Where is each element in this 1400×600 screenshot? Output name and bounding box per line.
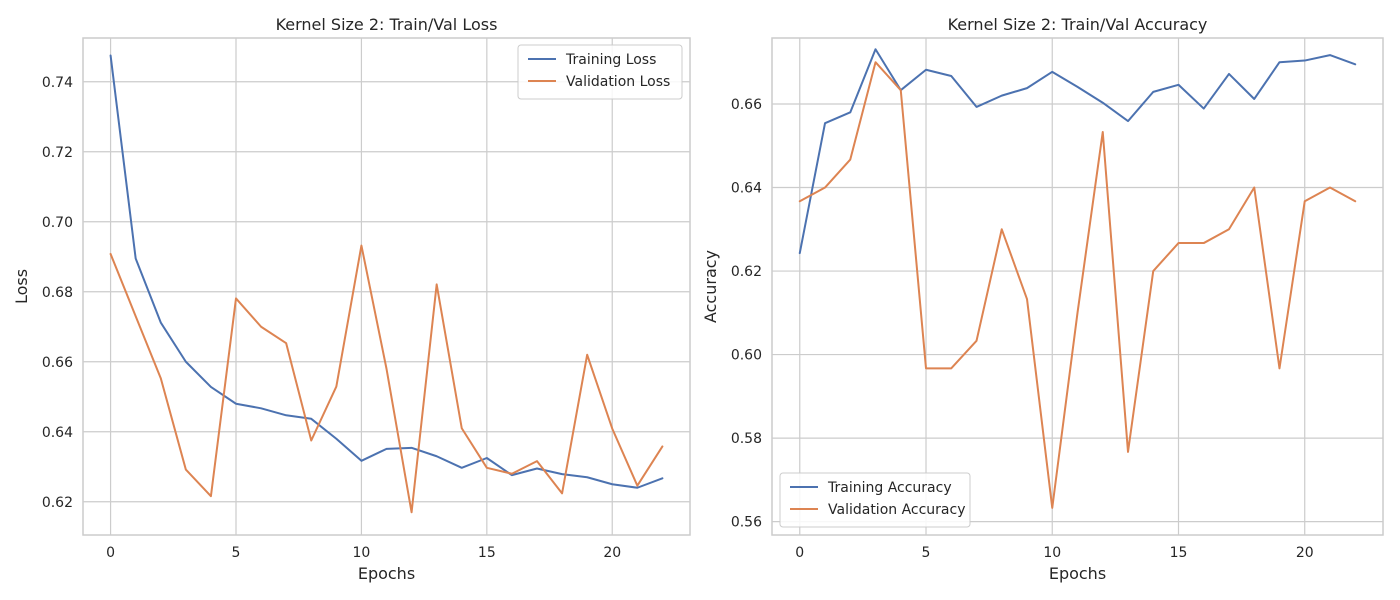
loss-y-tick-label: 0.72 — [42, 145, 73, 161]
loss-y-tick-label: 0.68 — [42, 285, 73, 301]
accuracy-legend-box — [779, 472, 971, 528]
loss-y-tick-label: 0.74 — [42, 75, 73, 91]
loss-x-tick-label: 0 — [106, 545, 115, 561]
loss-series-line-validation — [109, 244, 664, 514]
loss-y-tick-label: 0.66 — [42, 355, 73, 371]
accuracy-y-axis-label: Accuracy — [701, 250, 720, 323]
accuracy-x-axis-label: Epochs — [1049, 564, 1106, 583]
loss-legend: Training Loss Validation Loss — [517, 44, 683, 100]
loss-x-axis-label: Epochs — [358, 564, 415, 583]
accuracy-x-tick-label: 5 — [922, 545, 931, 561]
accuracy-plot-area — [771, 37, 1384, 536]
loss-x-tick-label: 20 — [603, 545, 621, 561]
loss-y-tick-label: 0.64 — [42, 425, 73, 441]
loss-legend-box — [517, 44, 683, 100]
loss-y-tick-label: 0.70 — [42, 215, 73, 231]
loss-y-tick-label: 0.62 — [42, 495, 73, 511]
loss-x-tick-label: 10 — [353, 545, 371, 561]
accuracy-legend-label: Training Accuracy — [827, 480, 952, 496]
accuracy-legend: Training Accuracy Validation Accuracy — [779, 472, 971, 528]
loss-series-line-training — [109, 54, 664, 489]
loss-legend-label: Training Loss — [565, 52, 656, 68]
accuracy-y-tick-label: 0.64 — [731, 181, 762, 197]
accuracy-legend-label: Validation Accuracy — [828, 502, 966, 518]
accuracy-x-tick-label: 15 — [1170, 545, 1188, 561]
loss-x-tick-label: 15 — [478, 545, 496, 561]
loss-legend-label: Validation Loss — [566, 74, 670, 90]
accuracy-series-line-training — [798, 48, 1357, 255]
loss-y-axis-label: Loss — [12, 269, 31, 304]
accuracy-y-tick-label: 0.62 — [731, 264, 762, 280]
accuracy-y-tick-label: 0.58 — [731, 431, 762, 447]
accuracy-x-tick-label: 0 — [795, 545, 804, 561]
accuracy-y-tick-label: 0.60 — [731, 348, 762, 364]
accuracy-chart-panel: 0 5 10 15 20 0.56 0.58 0.60 0.62 0.64 0.66 Kernel S… — [701, 15, 1384, 583]
accuracy-chart-title: Kernel Size 2: Train/Val Accuracy — [948, 15, 1208, 34]
loss-chart-title: Kernel Size 2: Train/Val Loss — [276, 15, 498, 34]
accuracy-y-tick-label: 0.66 — [731, 97, 762, 113]
accuracy-x-tick-label: 20 — [1296, 545, 1314, 561]
accuracy-x-tick-label: 10 — [1043, 545, 1061, 561]
loss-chart-panel: 0 5 10 15 20 0.62 0.64 0.66 0.68 0.70 0.72 0.74 Kern… — [12, 15, 691, 583]
accuracy-y-tick-label: 0.56 — [731, 515, 762, 531]
accuracy-series-line-validation — [798, 61, 1357, 509]
loss-plot-area — [82, 37, 691, 536]
loss-x-tick-label: 5 — [232, 545, 241, 561]
